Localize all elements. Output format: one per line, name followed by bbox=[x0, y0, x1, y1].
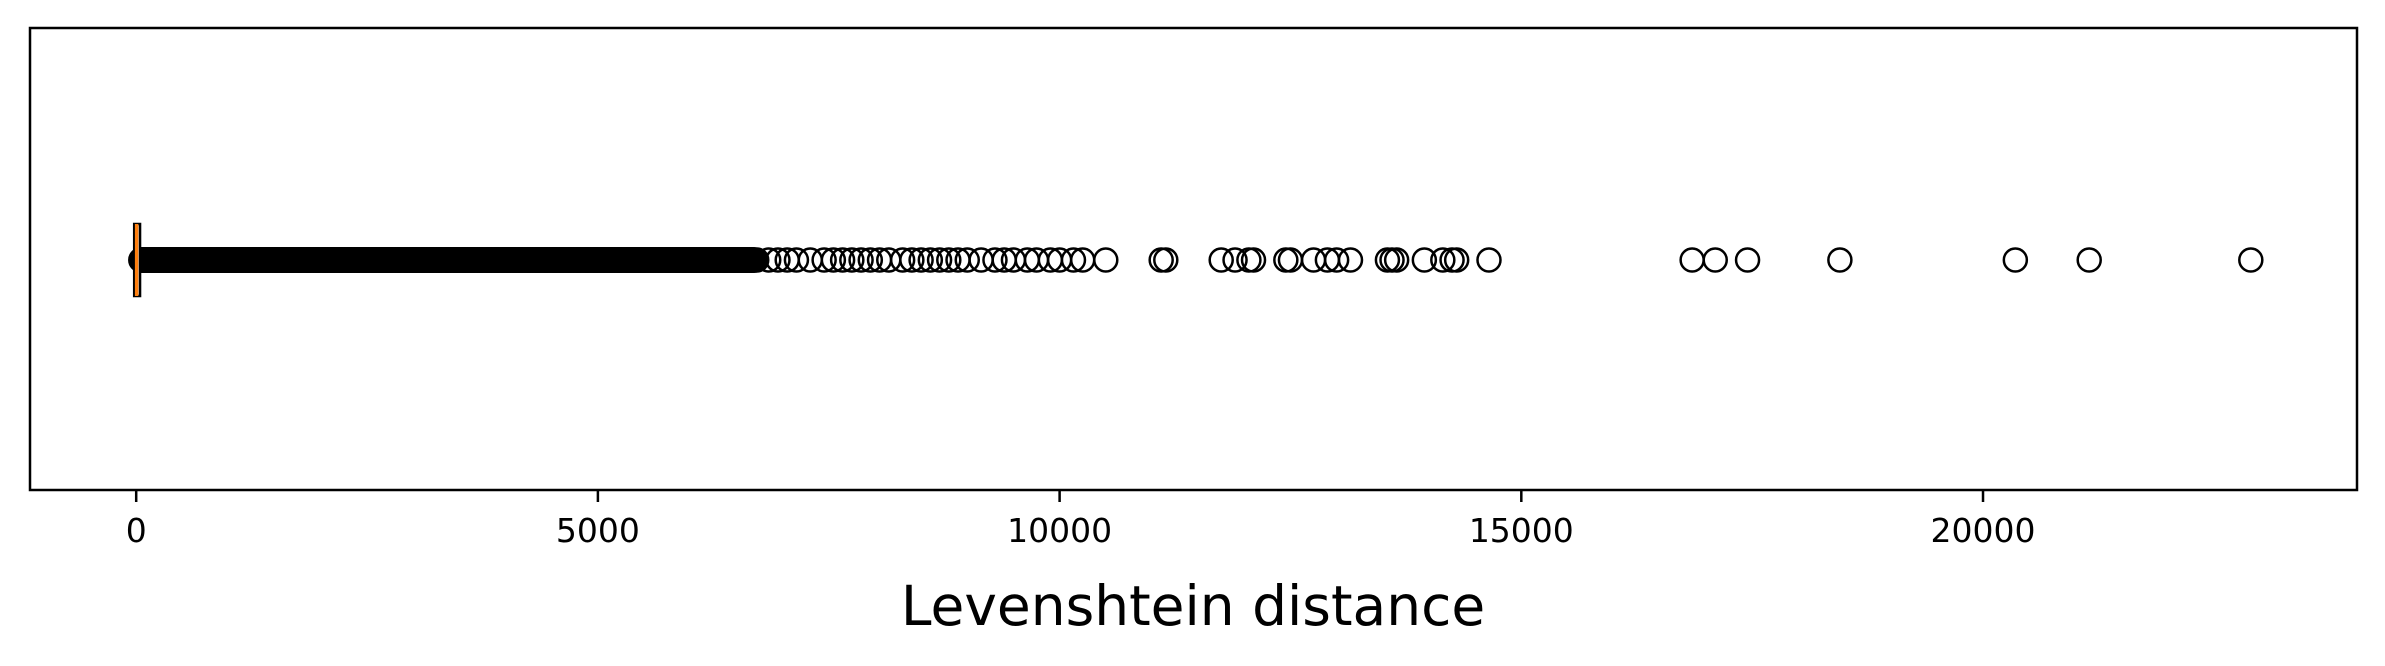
x-axis-ticks: 0 5000 10000 15000 20000 bbox=[126, 490, 2036, 550]
outlier-point bbox=[899, 247, 925, 273]
outlier-point bbox=[917, 247, 944, 273]
box bbox=[132, 222, 142, 298]
outlier-point bbox=[1240, 247, 1267, 273]
outlier-point bbox=[1383, 247, 1410, 273]
outlier-point bbox=[719, 247, 745, 273]
outlier-point bbox=[954, 247, 981, 273]
outlier-point bbox=[691, 247, 717, 273]
x-tick-label: 0 bbox=[126, 511, 147, 550]
outlier-point bbox=[755, 247, 782, 273]
outlier-point bbox=[839, 247, 865, 273]
outlier-point bbox=[1060, 247, 1087, 273]
outlier-point bbox=[820, 247, 847, 273]
outlier-point bbox=[1476, 247, 1502, 273]
x-tick-label: 15000 bbox=[1469, 511, 1574, 550]
x-tick-label: 20000 bbox=[1931, 511, 2036, 550]
outlier-point bbox=[908, 247, 934, 273]
outlier-point bbox=[1323, 247, 1350, 273]
outlier-point bbox=[743, 247, 770, 273]
outlier-point bbox=[1208, 247, 1234, 273]
outlier-point bbox=[811, 247, 837, 273]
x-tick-label: 10000 bbox=[1007, 511, 1112, 550]
outliers bbox=[128, 247, 2264, 273]
outlier-point bbox=[1153, 247, 1179, 273]
x-tick-label: 5000 bbox=[556, 511, 640, 550]
outlier-point bbox=[848, 247, 874, 273]
outlier-point bbox=[1411, 247, 1438, 273]
outlier-point bbox=[889, 247, 916, 273]
outlier-point bbox=[705, 247, 731, 273]
outlier-point bbox=[1702, 247, 1728, 273]
outlier-point bbox=[926, 247, 953, 273]
x-axis-label: Levenshtein distance bbox=[901, 574, 1485, 638]
outlier-point bbox=[936, 247, 962, 273]
outlier-point bbox=[2238, 247, 2264, 273]
outlier-point bbox=[765, 247, 791, 273]
outlier-point bbox=[1734, 247, 1761, 273]
outlier-point bbox=[2076, 247, 2102, 273]
outlier-point bbox=[677, 247, 703, 273]
outlier-point bbox=[1430, 247, 1456, 273]
outlier-point bbox=[1222, 247, 1248, 273]
outlier-point bbox=[982, 247, 1008, 273]
outlier-point bbox=[2002, 247, 2029, 273]
outlier-point bbox=[1093, 247, 1119, 273]
outlier-point bbox=[1337, 247, 1364, 273]
outlier-point bbox=[1443, 247, 1470, 273]
outlier-point bbox=[1827, 247, 1853, 273]
outlier-point bbox=[857, 247, 884, 273]
outlier-point bbox=[829, 247, 856, 273]
outlier-point bbox=[783, 247, 810, 273]
